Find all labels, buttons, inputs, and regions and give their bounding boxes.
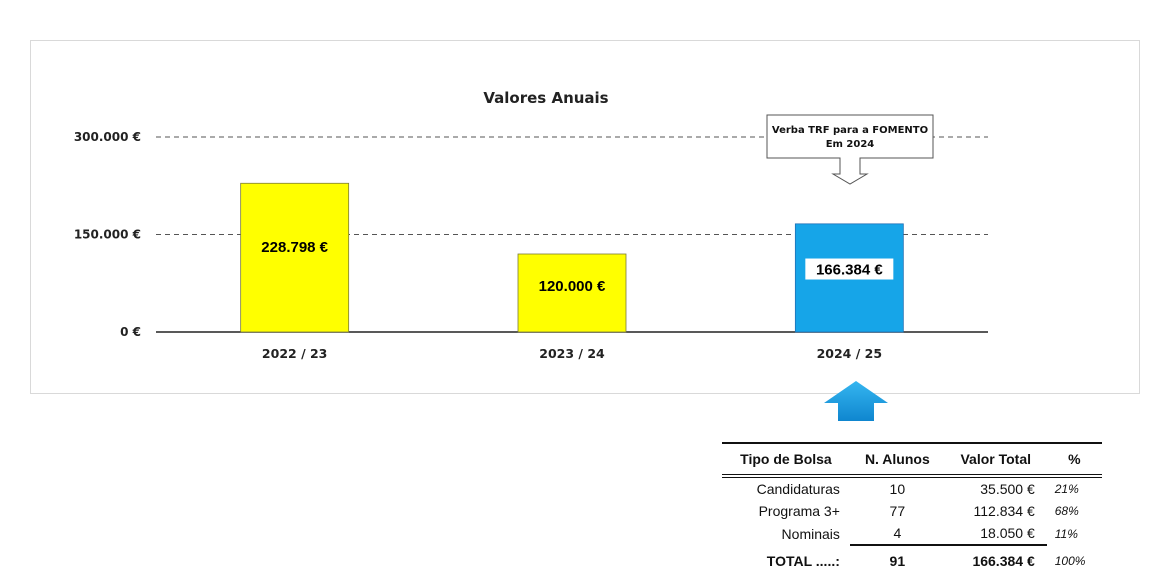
cell-total-alunos: 91	[849, 544, 945, 576]
chart-title: Valores Anuais	[483, 89, 608, 107]
x-tick-label: 2024 / 25	[817, 346, 882, 361]
cell-tipo: Nominais	[781, 525, 840, 542]
cell-total-label: TOTAL .....:	[766, 552, 840, 569]
chart-panel: Valores Anuais 0 € 150.000 € 300.000 € 228…	[30, 40, 1140, 394]
cell-pct: 11%	[1054, 526, 1078, 541]
up-arrow-icon	[824, 381, 888, 421]
callout-line-1: Verba TRF para a FOMENTO	[772, 125, 928, 136]
cell-total-valor: 166.384 €	[944, 544, 1047, 576]
cell-alunos: 77	[889, 503, 906, 519]
table-row: Candidaturas 10 35.500 € 21%	[722, 476, 1102, 500]
y-axis-ticks: 0 € 150.000 € 300.000 €	[74, 130, 141, 339]
cell-alunos: 4	[893, 525, 902, 541]
bars: 228.798 € 120.000 € 166.384 €	[240, 182, 904, 333]
y-tick-label: 300.000 €	[74, 130, 141, 144]
x-tick-label: 2023 / 24	[539, 346, 605, 361]
callout-line-2: Em 2024	[826, 139, 875, 150]
header-n-alunos: N. Alunos	[849, 442, 945, 478]
data-label-background	[805, 258, 894, 280]
table-header-row: Tipo de Bolsa N. Alunos Valor Total %	[722, 442, 1102, 478]
table-total-row: TOTAL .....: 91 166.384 € 100%	[722, 544, 1102, 576]
annotation-callout: Verba TRF para a FOMENTO Em 2024	[766, 114, 934, 185]
cell-valor: 112.834 €	[973, 503, 1035, 519]
y-tick-label: 0 €	[120, 325, 141, 339]
bar	[240, 182, 350, 333]
cell-pct: 68%	[1054, 504, 1079, 518]
table-row: Nominais 4 18.050 € 11%	[722, 522, 1102, 545]
header-valor-total: Valor Total	[944, 442, 1047, 478]
data-label: 228.798 €	[261, 239, 328, 256]
cell-pct: 21%	[1054, 482, 1079, 496]
data-label: 120.000 €	[539, 278, 606, 295]
header-percent: %	[1046, 442, 1102, 478]
data-label: 166.384 €	[816, 262, 883, 279]
bar	[517, 253, 627, 333]
y-tick-label: 150.000 €	[74, 228, 141, 242]
table-row: Programa 3+ 77 112.834 € 68%	[722, 500, 1102, 522]
cell-valor: 18.050 €	[980, 525, 1035, 541]
x-axis-ticks: 2022 / 23 2023 / 24 2024 / 25	[262, 346, 882, 361]
header-tipo-bolsa: Tipo de Bolsa	[722, 442, 850, 478]
cell-tipo: Candidaturas	[756, 481, 840, 497]
cell-valor: 35.500 €	[980, 481, 1035, 497]
cell-total-pct: 100%	[1054, 553, 1086, 568]
callout-box	[766, 114, 934, 185]
x-tick-label: 2022 / 23	[262, 346, 327, 361]
bar-chart: Valores Anuais 0 € 150.000 € 300.000 € 228…	[74, 89, 988, 361]
cell-tipo: Programa 3+	[758, 503, 840, 519]
cell-alunos: 10	[889, 481, 906, 497]
scholarship-summary-table: Tipo de Bolsa N. Alunos Valor Total % Ca…	[722, 442, 1102, 576]
